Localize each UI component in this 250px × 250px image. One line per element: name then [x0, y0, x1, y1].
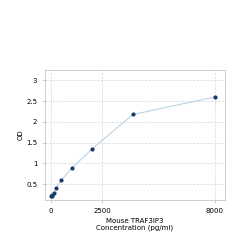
Point	[70, 166, 73, 170]
Point	[59, 178, 63, 182]
Point	[50, 194, 54, 198]
X-axis label: Mouse TRAF3IP3
Concentration (pg/ml): Mouse TRAF3IP3 Concentration (pg/ml)	[96, 218, 174, 231]
Point	[131, 112, 135, 116]
Point	[54, 186, 58, 190]
Point	[90, 147, 94, 151]
Point	[49, 194, 53, 198]
Point	[52, 191, 56, 195]
Y-axis label: OD: OD	[18, 130, 24, 140]
Point	[213, 95, 217, 99]
Point	[50, 193, 54, 197]
